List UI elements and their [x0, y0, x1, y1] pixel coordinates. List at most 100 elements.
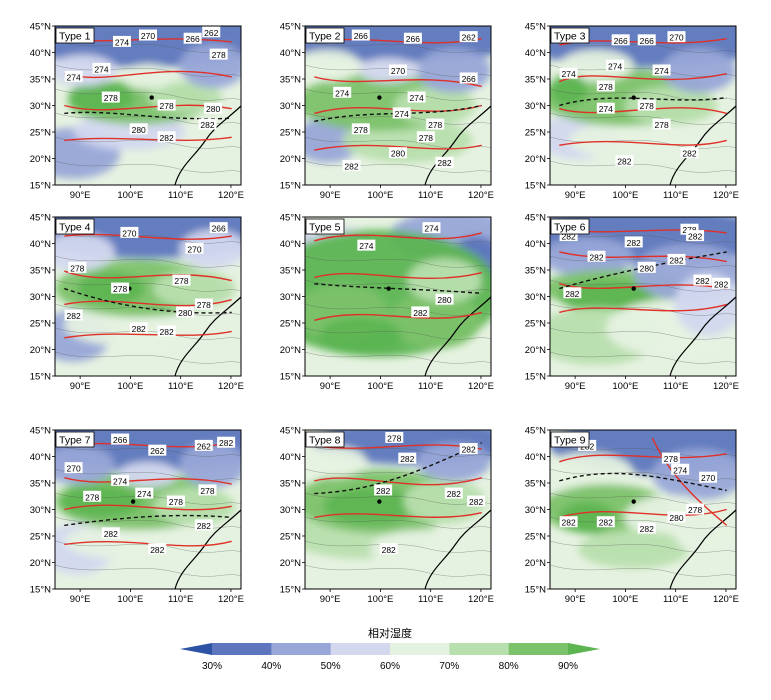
contour-label-bg — [606, 59, 625, 71]
contour-label: 270 — [187, 244, 201, 254]
lon-tick-label: 90°E — [565, 381, 586, 392]
contour-label: 262 — [204, 28, 218, 38]
panel-label: Type 1 — [59, 31, 91, 43]
lat-tick-label: 15°N — [30, 372, 51, 383]
contour-label-bg — [111, 433, 130, 445]
lat-tick-label: 30°N — [30, 292, 51, 303]
temperature-contour — [64, 270, 232, 282]
station-dot — [631, 286, 636, 291]
temperature-contour — [559, 303, 727, 314]
panel-label: Type 7 — [59, 435, 91, 447]
contour-label-bg — [416, 131, 435, 143]
contour-label: 278 — [428, 120, 442, 130]
contour-label-bg — [183, 32, 202, 44]
panel-label: Type 3 — [554, 31, 586, 43]
temperature-contour — [314, 271, 482, 280]
lat-tick-label: 15°N — [525, 181, 546, 192]
dashed-boundary — [314, 283, 482, 295]
lat-tick-label: 20°N — [30, 558, 51, 569]
contour-label-bg — [693, 274, 712, 286]
lon-tick-label: 120°E — [218, 594, 244, 605]
lon-tick-label: 90°E — [565, 594, 586, 605]
contour-label-bg — [680, 147, 699, 159]
contour-label: 274 — [395, 109, 409, 119]
colorbar-segment — [449, 643, 510, 655]
boundary-line — [55, 112, 241, 125]
coastline — [669, 105, 736, 185]
contour-label: 282 — [437, 158, 451, 168]
boundary-line — [305, 516, 491, 529]
contour-label-bg — [172, 274, 191, 286]
lat-tick-label: 15°N — [280, 181, 301, 192]
lon-tick-label: 110°E — [418, 190, 443, 201]
lat-tick-label: 35°N — [280, 75, 301, 86]
lat-tick-label: 30°N — [525, 292, 546, 303]
contour-label-bg — [422, 222, 441, 234]
contour-label-bg — [680, 223, 699, 235]
contour-label-bg — [166, 495, 185, 507]
contour-label-bg — [667, 31, 686, 43]
lon-tick-label: 100°E — [612, 190, 638, 201]
contour-label-bg — [157, 325, 176, 337]
lat-tick-label: 35°N — [30, 479, 51, 490]
boundary-line — [55, 540, 241, 553]
boundary-line — [55, 564, 241, 577]
contour-label: 274 — [424, 224, 438, 234]
coastline — [174, 105, 241, 185]
contour-label-bg — [209, 48, 228, 60]
boundary-line — [305, 351, 491, 364]
temperature-contour — [314, 511, 482, 519]
lat-tick-label: 30°N — [525, 101, 546, 112]
temperature-contour — [314, 232, 482, 242]
dashed-boundary — [314, 442, 482, 495]
lat-tick-label: 20°N — [280, 345, 301, 356]
contour-label: 282 — [413, 308, 427, 318]
boundary-line — [55, 444, 241, 457]
contour-label-bg — [198, 118, 217, 130]
map-panel: 270 266 270 278 278 278 280 278 282 282 282 Type 4 4… — [30, 213, 244, 393]
temperature-contour — [314, 311, 482, 322]
contour-label: 282 — [462, 445, 476, 455]
map-panel: 274 274 280 282 Type 5 45°N 40°N 35°N 30°N 25°N 20… — [280, 213, 494, 393]
contour-label-bg — [403, 32, 422, 44]
lon-tick-label: 100°E — [612, 381, 638, 392]
lon-tick-label: 110°E — [663, 381, 688, 392]
lat-tick-label: 40°N — [30, 452, 51, 463]
temperature-contour — [314, 76, 482, 88]
contour-label-bg — [467, 495, 486, 507]
colorbar-tick-label: 30% — [202, 661, 222, 672]
panel-label-box — [305, 27, 345, 44]
contour-label: 282 — [669, 255, 683, 265]
contour-label: 262 — [150, 446, 164, 456]
contour-label-bg — [624, 236, 643, 248]
contour-label: 278 — [169, 497, 183, 507]
station-dot — [377, 95, 382, 100]
panel-label: Type 2 — [309, 31, 341, 43]
panel-label: Type 6 — [554, 222, 586, 234]
boundary-line — [55, 279, 241, 292]
lat-tick-label: 20°N — [280, 558, 301, 569]
lat-tick-label: 25°N — [280, 319, 301, 330]
contour-label-bg — [596, 80, 615, 92]
contour-label: 278 — [688, 505, 702, 515]
lat-tick-label: 25°N — [280, 532, 301, 543]
lat-tick-label: 45°N — [525, 22, 546, 33]
temperature-contour — [559, 508, 727, 519]
contour-label: 282 — [150, 545, 164, 555]
boundary-line — [305, 327, 491, 340]
lat-tick-label: 15°N — [280, 585, 301, 596]
contour-label-bg — [559, 516, 578, 528]
contour-label-bg — [559, 67, 578, 79]
contour-label-bg — [111, 282, 130, 294]
panel-label: Type 5 — [309, 222, 341, 234]
contour-label-bg — [435, 293, 454, 305]
lon-tick-label: 90°E — [320, 381, 341, 392]
contour-label: 278 — [664, 454, 678, 464]
boundary-line — [305, 540, 491, 553]
contour-label-bg — [559, 230, 578, 242]
panel-label-box — [305, 218, 345, 235]
boundary-line — [305, 160, 491, 173]
panel-label-box — [305, 431, 345, 448]
lat-tick-label: 40°N — [525, 452, 546, 463]
